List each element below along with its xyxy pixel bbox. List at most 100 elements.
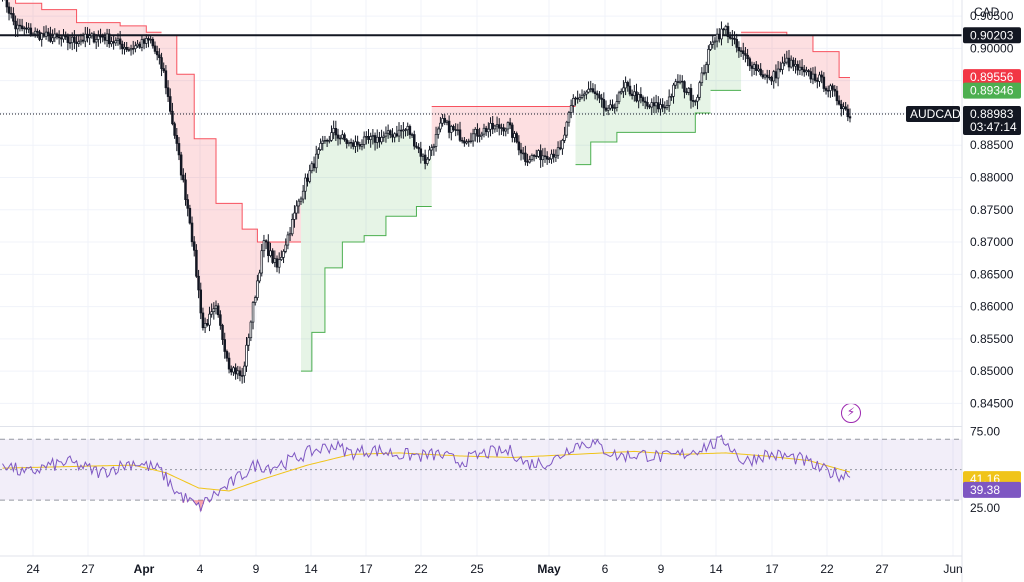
- candle: [443, 114, 447, 126]
- price-tick-label: 0.85000: [970, 364, 1014, 378]
- candle: [216, 303, 220, 318]
- candle-body-up: [637, 94, 640, 102]
- candle: [822, 72, 826, 93]
- candle-body-down: [399, 129, 403, 132]
- candle-body-up: [670, 96, 673, 98]
- candle: [253, 295, 257, 306]
- candle: [142, 37, 146, 50]
- candle-body-up: [667, 96, 671, 106]
- candle: [591, 83, 595, 94]
- candle: [641, 95, 645, 107]
- resistance-tag-bg: [963, 69, 1021, 86]
- candle-body-down: [787, 57, 791, 68]
- candle-body-up: [232, 367, 235, 373]
- candle: [369, 132, 372, 148]
- candle: [101, 33, 104, 43]
- last-price-tag-bg: [963, 106, 1021, 136]
- candle-body-up: [245, 344, 248, 367]
- candle: [652, 96, 656, 113]
- candle-body-down: [600, 97, 603, 100]
- candle-body-up: [613, 107, 616, 109]
- time-tick-label: 27: [81, 562, 95, 576]
- candle-body-down: [423, 154, 427, 164]
- candle-body-down: [802, 69, 806, 73]
- candle-body-up: [354, 141, 357, 147]
- candle: [171, 102, 174, 126]
- candle-body-down: [352, 142, 355, 147]
- candle-body-down: [848, 116, 852, 119]
- candle: [60, 34, 63, 47]
- candle: [445, 119, 449, 126]
- candle-body-up: [707, 49, 710, 66]
- candle-body-down: [822, 76, 826, 89]
- candle: [195, 244, 198, 278]
- candle-body-up: [308, 170, 311, 182]
- candle: [563, 126, 566, 144]
- candle-body-down: [264, 240, 268, 243]
- time-tick-label: 27: [875, 562, 889, 576]
- candle: [613, 103, 616, 114]
- candle: [269, 242, 272, 258]
- candle: [341, 130, 344, 140]
- candle-body-down: [75, 41, 78, 44]
- candle: [700, 67, 704, 87]
- candle: [20, 18, 24, 32]
- candle-body-down: [20, 25, 24, 30]
- candle-body-up: [713, 40, 717, 43]
- candle: [297, 198, 301, 214]
- candle-body-down: [744, 53, 747, 56]
- candle-body-down: [768, 76, 771, 79]
- candle: [726, 22, 730, 44]
- candle-body-up: [789, 59, 793, 68]
- candle: [90, 32, 94, 39]
- candle: [676, 74, 680, 89]
- candle: [129, 44, 133, 56]
- candle: [186, 194, 189, 217]
- candle: [728, 31, 732, 40]
- candle-body-up: [474, 128, 477, 135]
- candle: [526, 153, 529, 167]
- candle: [134, 41, 137, 53]
- candle: [367, 129, 370, 144]
- candle-body-up: [249, 321, 253, 339]
- candle-body-down: [175, 135, 179, 144]
- time-tick-label: 22: [414, 562, 428, 576]
- candle: [267, 234, 270, 263]
- candle-body-up: [696, 96, 699, 102]
- candle-body-up: [16, 24, 20, 30]
- candle-body-down: [201, 312, 205, 329]
- candle: [70, 32, 74, 51]
- price-tick-label: 0.85500: [970, 332, 1014, 346]
- candle-body-down: [611, 104, 614, 109]
- candle-body-down: [770, 77, 773, 82]
- candle-body-up: [284, 244, 287, 252]
- candle: [301, 184, 305, 204]
- candle-body-up: [480, 133, 484, 137]
- candle: [789, 55, 793, 69]
- candle: [64, 31, 67, 41]
- candle-body-down: [517, 141, 521, 151]
- candle: [687, 87, 691, 96]
- candle: [413, 130, 416, 150]
- candle: [12, 7, 15, 26]
- support-band-line: [575, 112, 711, 166]
- candle: [389, 129, 392, 139]
- candle: [718, 28, 721, 43]
- candle-body-up: [811, 73, 815, 80]
- price-tick-label: 0.84500: [970, 396, 1014, 410]
- candle-body-down: [643, 100, 647, 103]
- candle: [667, 89, 671, 112]
- candle-body-up: [432, 146, 436, 148]
- candle-body-up: [702, 72, 706, 74]
- candle-body-up: [587, 88, 590, 93]
- candle: [792, 57, 795, 72]
- candle-body-up: [776, 68, 780, 79]
- candle: [415, 142, 418, 149]
- candle: [365, 131, 368, 145]
- candle: [417, 143, 420, 154]
- candle-body-up: [582, 93, 586, 96]
- candle-body-down: [121, 43, 124, 50]
- candle-body-down: [641, 97, 645, 102]
- candle: [454, 123, 457, 137]
